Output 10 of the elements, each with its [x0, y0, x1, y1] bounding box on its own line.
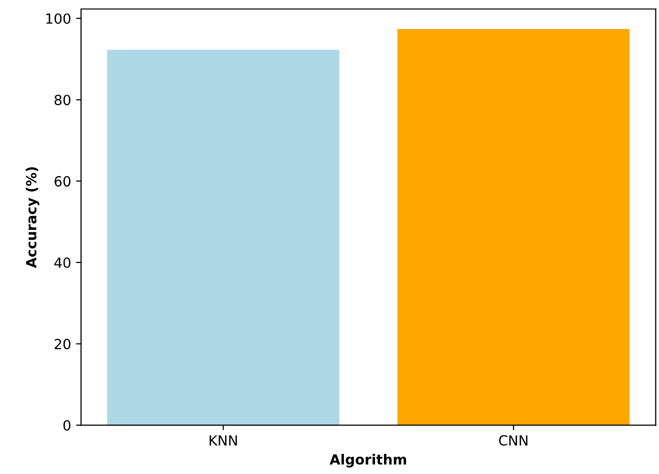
y-axis-title: Accuracy (%): [26, 167, 40, 268]
y-tick-label: 60: [54, 176, 70, 187]
y-tick-label: 20: [54, 338, 70, 350]
y-tick-label: 40: [54, 257, 70, 268]
x-tick-label: KNN: [210, 435, 237, 446]
x-tick-label: CNN: [499, 435, 528, 446]
y-tick-label: 80: [54, 94, 70, 106]
y-tick-label: 0: [63, 420, 70, 431]
y-tick-label: 100: [46, 13, 70, 24]
x-axis-title: Algorithm: [330, 454, 406, 468]
